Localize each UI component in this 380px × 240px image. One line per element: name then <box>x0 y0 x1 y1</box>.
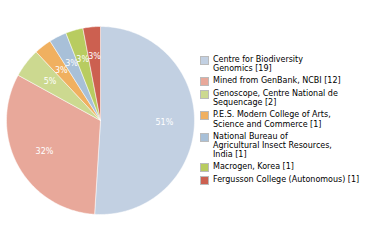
svg-text:3%: 3% <box>55 65 68 75</box>
html-text:National Bureau of Agricultura: National Bureau of Agricultural Insect R… <box>213 131 332 160</box>
svg-text:3%: 3% <box>88 52 101 61</box>
html-text:Fergusson College (Autonomous): Fergusson College (Autonomous) [1] <box>213 175 360 185</box>
html-text:P.E.S. Modern College of Arts,: P.E.S. Modern College of Arts, Science a… <box>213 110 331 129</box>
html-text:Mined from GenBank, NCBI [12]: Mined from GenBank, NCBI [12] <box>213 76 341 85</box>
svg-text:32%: 32% <box>36 147 54 156</box>
html-text:Macrogen, Korea [1]: Macrogen, Korea [1] <box>213 162 294 172</box>
svg-text:51%: 51% <box>155 118 173 127</box>
html-text:Centre for Biodiversity Genomi: Centre for Biodiversity Genomics [19] <box>213 54 303 73</box>
svg-text:5%: 5% <box>44 77 57 86</box>
html-text:3%3%: 3%3% <box>65 54 89 69</box>
html-text:Genoscope, Centre National de: Genoscope, Centre National de Sequencage… <box>213 89 338 108</box>
